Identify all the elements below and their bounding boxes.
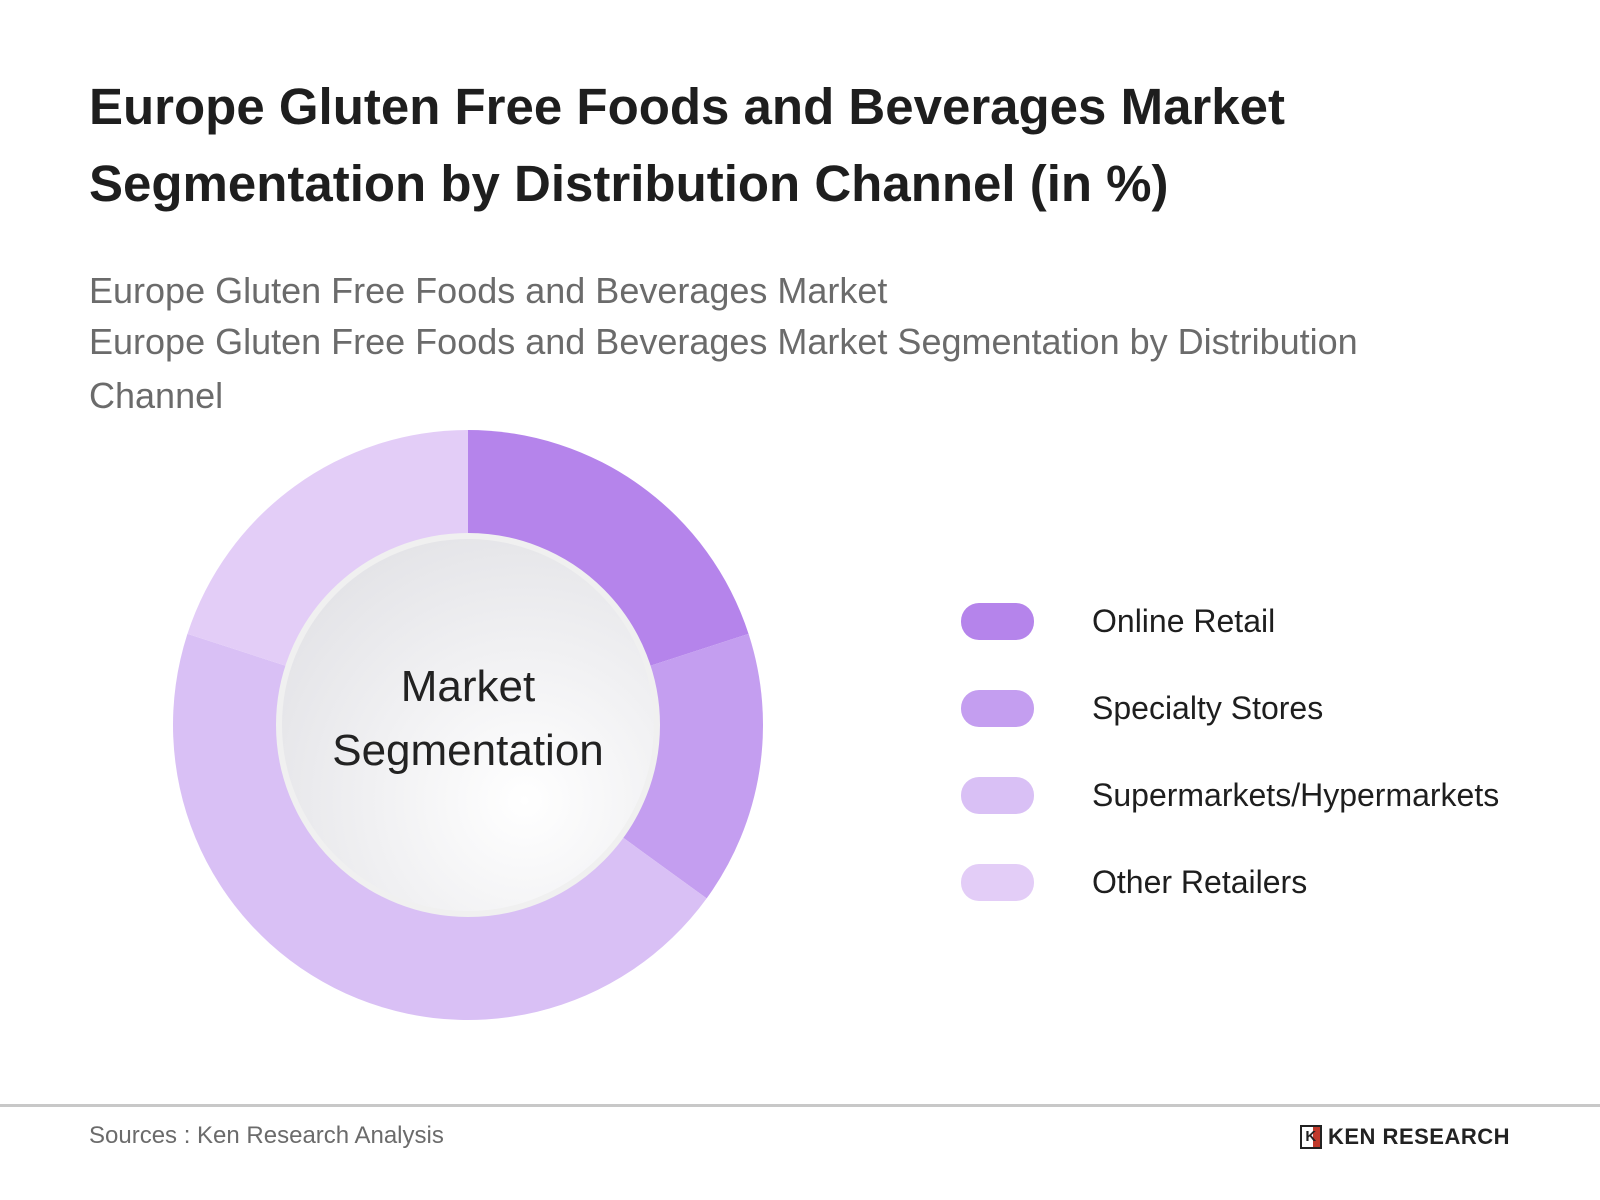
logo-text: KEN RESEARCH	[1328, 1124, 1511, 1149]
legend: Online Retail Specialty Stores Supermark…	[961, 578, 1499, 926]
legend-label: Supermarkets/Hypermarkets	[1092, 777, 1500, 813]
center-label: Market Segmentation	[318, 655, 618, 783]
legend-label: Other Retailers	[1092, 864, 1308, 900]
center-label-line: Market	[400, 662, 536, 711]
chart-subtitle: Europe Gluten Free Foods and Beverages M…	[89, 266, 1489, 423]
footer-divider	[0, 1104, 1600, 1107]
center-label-line: Segmentation	[332, 726, 604, 775]
legend-item: Online Retail	[961, 578, 1499, 665]
chart-title: Europe Gluten Free Foods and Beverages M…	[89, 78, 1285, 212]
legend-label: Online Retail	[1092, 603, 1276, 639]
subtitle-line: Europe Gluten Free Foods and Beverages M…	[89, 321, 1358, 416]
legend-item: Specialty Stores	[961, 665, 1499, 752]
legend-label: Specialty Stores	[1092, 690, 1324, 726]
sources-note: Sources : Ken Research Analysis	[89, 1122, 444, 1149]
legend-swatch	[961, 603, 1034, 640]
donut-center	[276, 533, 660, 917]
legend-swatch	[961, 864, 1034, 901]
legend-item: Supermarkets/Hypermarkets	[961, 752, 1499, 839]
donut-chart	[172, 430, 763, 1021]
legend-swatch	[961, 777, 1034, 814]
legend-swatch	[961, 690, 1034, 727]
ken-research-logo: K KEN RESEARCH	[1300, 1124, 1510, 1150]
subtitle-line: Europe Gluten Free Foods and Beverages M…	[89, 270, 888, 311]
legend-item: Other Retailers	[961, 839, 1499, 926]
logo-k-icon: K	[1300, 1125, 1322, 1149]
